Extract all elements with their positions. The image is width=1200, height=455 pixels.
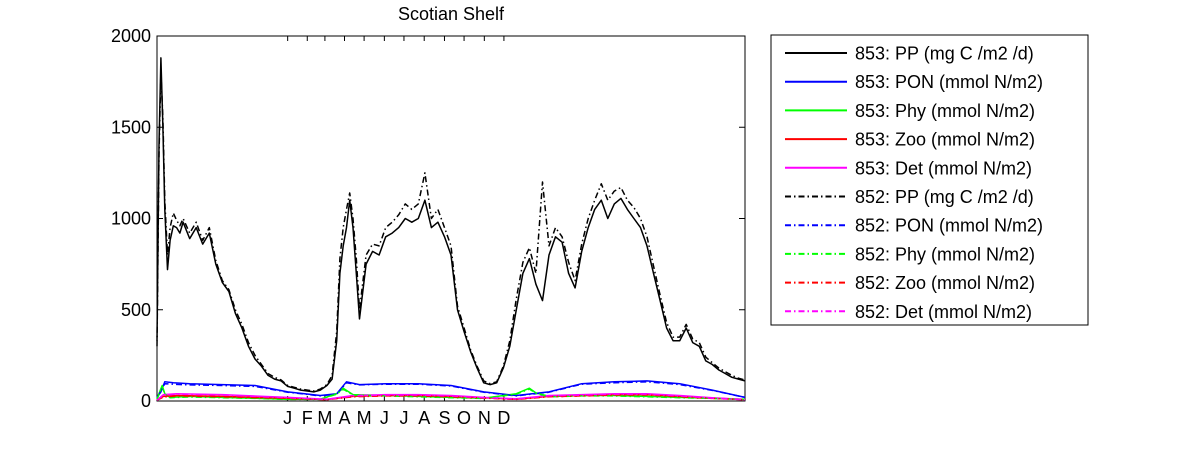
chart-title: Scotian Shelf [398, 4, 505, 24]
plot-frame [156, 35, 746, 402]
legend-label-2: 853: Phy (mmol N/m2) [855, 101, 1035, 121]
month-label: F [302, 408, 313, 428]
series-line-4 [156, 392, 746, 401]
y-tick-label: 0 [141, 391, 151, 411]
y-tick-label: 1000 [111, 209, 151, 229]
series-layer [156, 57, 746, 401]
month-label: J [283, 408, 292, 428]
month-label: M [357, 408, 372, 428]
legend-frame [770, 34, 1089, 326]
legend-label-0: 853: PP (mg C /m2 /d) [855, 44, 1034, 64]
legend-label-6: 852: PON (mmol N/m2) [855, 216, 1043, 236]
legend-label-9: 852: Det (mmol N/m2) [855, 302, 1032, 322]
month-label: A [418, 408, 430, 428]
month-label: O [457, 408, 471, 428]
series-line-5 [156, 71, 746, 392]
month-label: J [380, 408, 389, 428]
month-label: M [317, 408, 332, 428]
y-tick-label: 2000 [111, 26, 151, 46]
legend: 853: PP (mg C /m2 /d) 853: PON (mmol N/m2… [770, 34, 1089, 326]
legend-label-1: 853: PON (mmol N/m2) [855, 72, 1043, 92]
legend-label-8: 852: Zoo (mmol N/m2) [855, 273, 1035, 293]
legend-label-3: 853: Zoo (mmol N/m2) [855, 130, 1035, 150]
series-line-6 [156, 381, 746, 399]
month-label: A [338, 408, 350, 428]
y-tick-label: 1500 [111, 117, 151, 137]
series-line-8 [156, 394, 746, 401]
legend-label-4: 853: Det (mmol N/m2) [855, 158, 1032, 178]
legend-label-7: 852: Phy (mmol N/m2) [855, 244, 1035, 264]
month-label: S [438, 408, 450, 428]
month-label: D [497, 408, 510, 428]
y-tick-label: 500 [121, 300, 151, 320]
month-label: J [399, 408, 408, 428]
legend-label-5: 852: PP (mg C /m2 /d) [855, 187, 1034, 207]
series-line-0 [156, 57, 746, 393]
month-label: N [478, 408, 491, 428]
